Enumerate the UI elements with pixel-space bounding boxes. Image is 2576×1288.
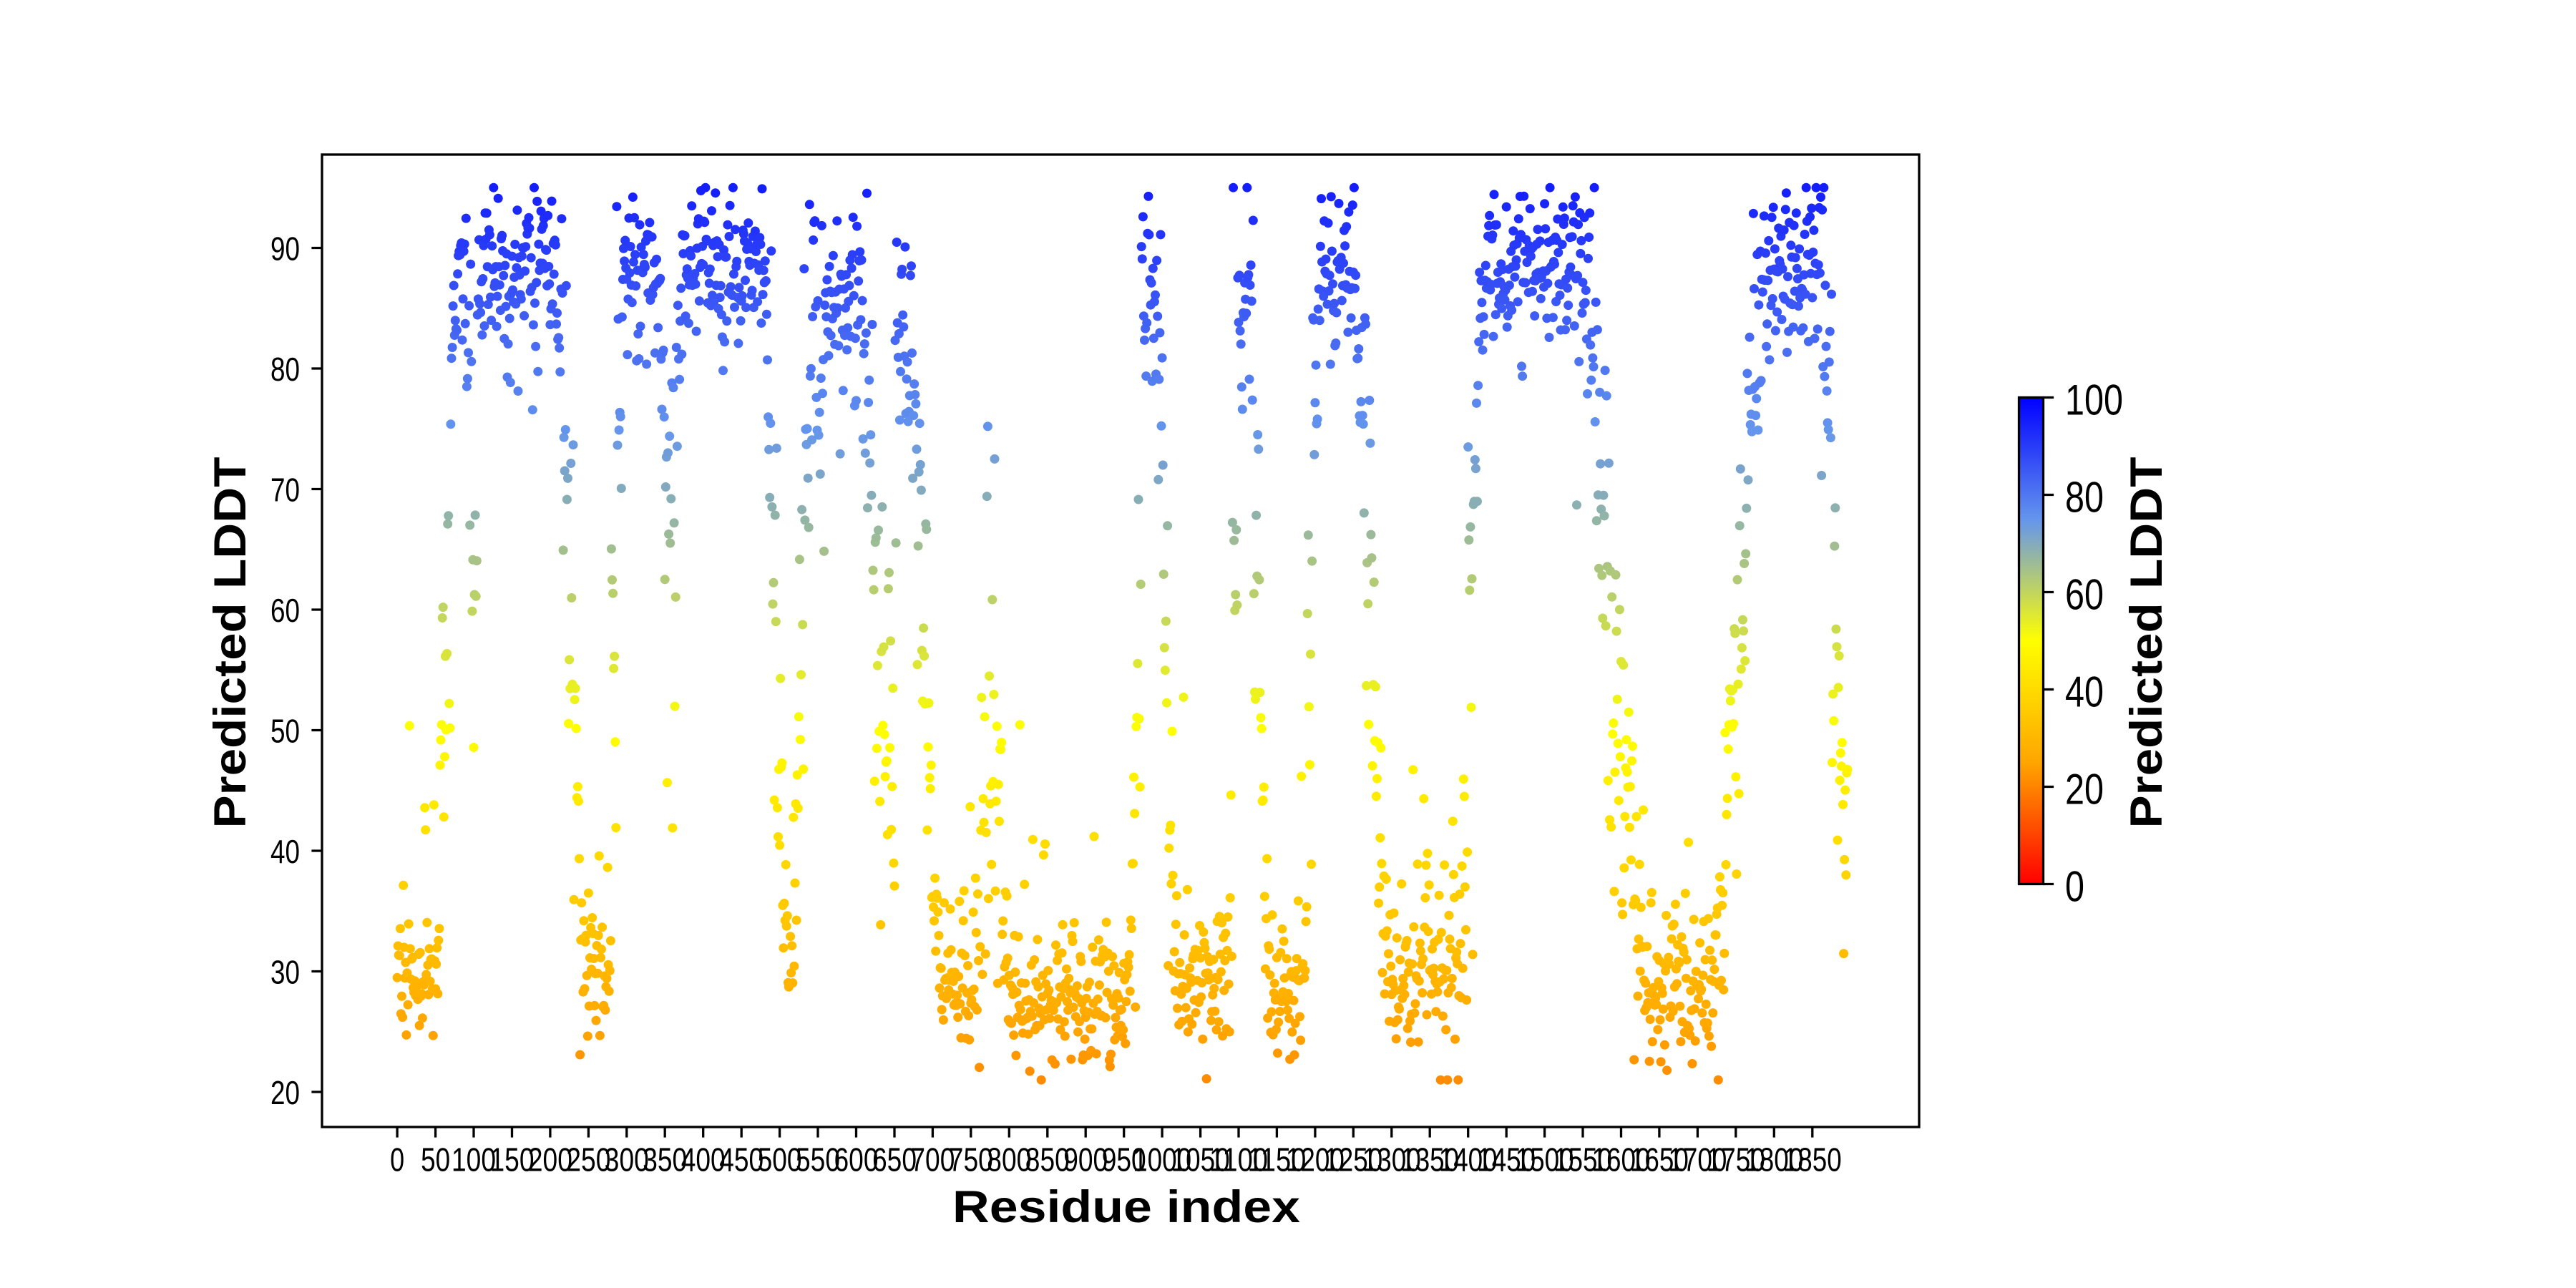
- svg-text:70: 70: [270, 471, 300, 508]
- svg-text:1000: 1000: [1133, 1141, 1191, 1179]
- svg-text:90: 90: [270, 230, 300, 267]
- svg-text:50: 50: [270, 712, 300, 749]
- svg-text:1300: 1300: [1362, 1141, 1421, 1179]
- svg-text:1800: 1800: [1745, 1141, 1803, 1179]
- svg-text:1700: 1700: [1668, 1141, 1727, 1179]
- svg-text:950: 950: [1102, 1141, 1146, 1179]
- svg-text:1500: 1500: [1516, 1141, 1574, 1179]
- svg-text:20: 20: [270, 1074, 300, 1111]
- svg-text:100: 100: [2065, 376, 2123, 424]
- svg-text:450: 450: [719, 1141, 763, 1179]
- svg-text:600: 600: [834, 1141, 879, 1179]
- svg-text:200: 200: [528, 1141, 572, 1179]
- svg-text:500: 500: [758, 1141, 802, 1179]
- svg-text:100: 100: [452, 1141, 496, 1179]
- svg-text:700: 700: [910, 1141, 955, 1179]
- svg-text:400: 400: [681, 1141, 726, 1179]
- svg-text:1750: 1750: [1707, 1141, 1765, 1179]
- svg-text:60: 60: [2065, 571, 2104, 619]
- svg-text:80: 80: [270, 351, 300, 388]
- svg-text:550: 550: [796, 1141, 840, 1179]
- svg-text:650: 650: [872, 1141, 917, 1179]
- svg-text:1350: 1350: [1400, 1141, 1459, 1179]
- svg-text:20: 20: [2065, 766, 2104, 814]
- svg-text:150: 150: [490, 1141, 535, 1179]
- svg-text:1400: 1400: [1439, 1141, 1498, 1179]
- svg-text:40: 40: [2065, 668, 2104, 716]
- svg-text:850: 850: [1025, 1141, 1070, 1179]
- svg-text:30: 30: [270, 953, 300, 990]
- svg-text:1600: 1600: [1592, 1141, 1651, 1179]
- svg-text:60: 60: [270, 592, 300, 629]
- svg-text:80: 80: [2065, 474, 2104, 522]
- svg-text:1050: 1050: [1171, 1141, 1230, 1179]
- svg-text:800: 800: [987, 1141, 1031, 1179]
- svg-text:Predicted LDDT: Predicted LDDT: [205, 457, 255, 829]
- svg-text:Residue index: Residue index: [952, 1182, 1300, 1232]
- svg-text:1150: 1150: [1247, 1141, 1306, 1179]
- svg-text:0: 0: [390, 1141, 404, 1179]
- svg-text:1450: 1450: [1477, 1141, 1536, 1179]
- svg-text:1850: 1850: [1783, 1141, 1842, 1179]
- svg-text:350: 350: [643, 1141, 687, 1179]
- svg-text:1200: 1200: [1286, 1141, 1345, 1179]
- svg-text:250: 250: [566, 1141, 610, 1179]
- svg-text:900: 900: [1063, 1141, 1108, 1179]
- svg-text:Predicted LDDT: Predicted LDDT: [2122, 457, 2172, 829]
- svg-text:1100: 1100: [1209, 1141, 1268, 1179]
- svg-text:1550: 1550: [1553, 1141, 1612, 1179]
- svg-text:300: 300: [605, 1141, 649, 1179]
- svg-text:750: 750: [949, 1141, 993, 1179]
- svg-text:50: 50: [421, 1141, 450, 1179]
- svg-text:1250: 1250: [1324, 1141, 1382, 1179]
- svg-text:40: 40: [270, 833, 300, 870]
- svg-text:1650: 1650: [1630, 1141, 1689, 1179]
- svg-text:0: 0: [2065, 863, 2084, 911]
